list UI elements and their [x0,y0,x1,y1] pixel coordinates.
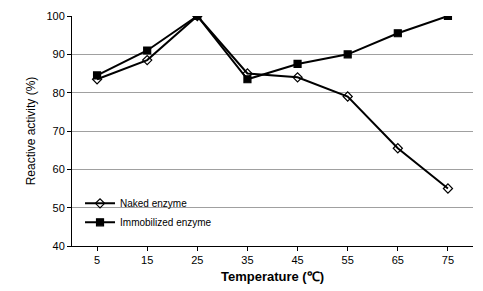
svg-text:45: 45 [291,254,303,266]
svg-text:Naked enzyme: Naked enzyme [120,198,187,209]
svg-text:5: 5 [94,254,100,266]
svg-text:40: 40 [53,240,65,252]
svg-text:35: 35 [241,254,253,266]
svg-text:75: 75 [442,254,454,266]
svg-text:55: 55 [342,254,354,266]
svg-text:60: 60 [53,163,65,175]
svg-text:Reactive activity (%): Reactive activity (%) [24,77,38,186]
svg-text:Immobilized enzyme: Immobilized enzyme [120,217,212,228]
svg-text:90: 90 [53,48,65,60]
svg-text:100: 100 [46,10,64,22]
svg-text:65: 65 [392,254,404,266]
svg-text:25: 25 [191,254,203,266]
svg-text:15: 15 [141,254,153,266]
svg-text:50: 50 [53,202,65,214]
svg-text:Temperature (℃): Temperature (℃) [221,269,324,284]
svg-text:80: 80 [53,87,65,99]
svg-text:70: 70 [53,125,65,137]
